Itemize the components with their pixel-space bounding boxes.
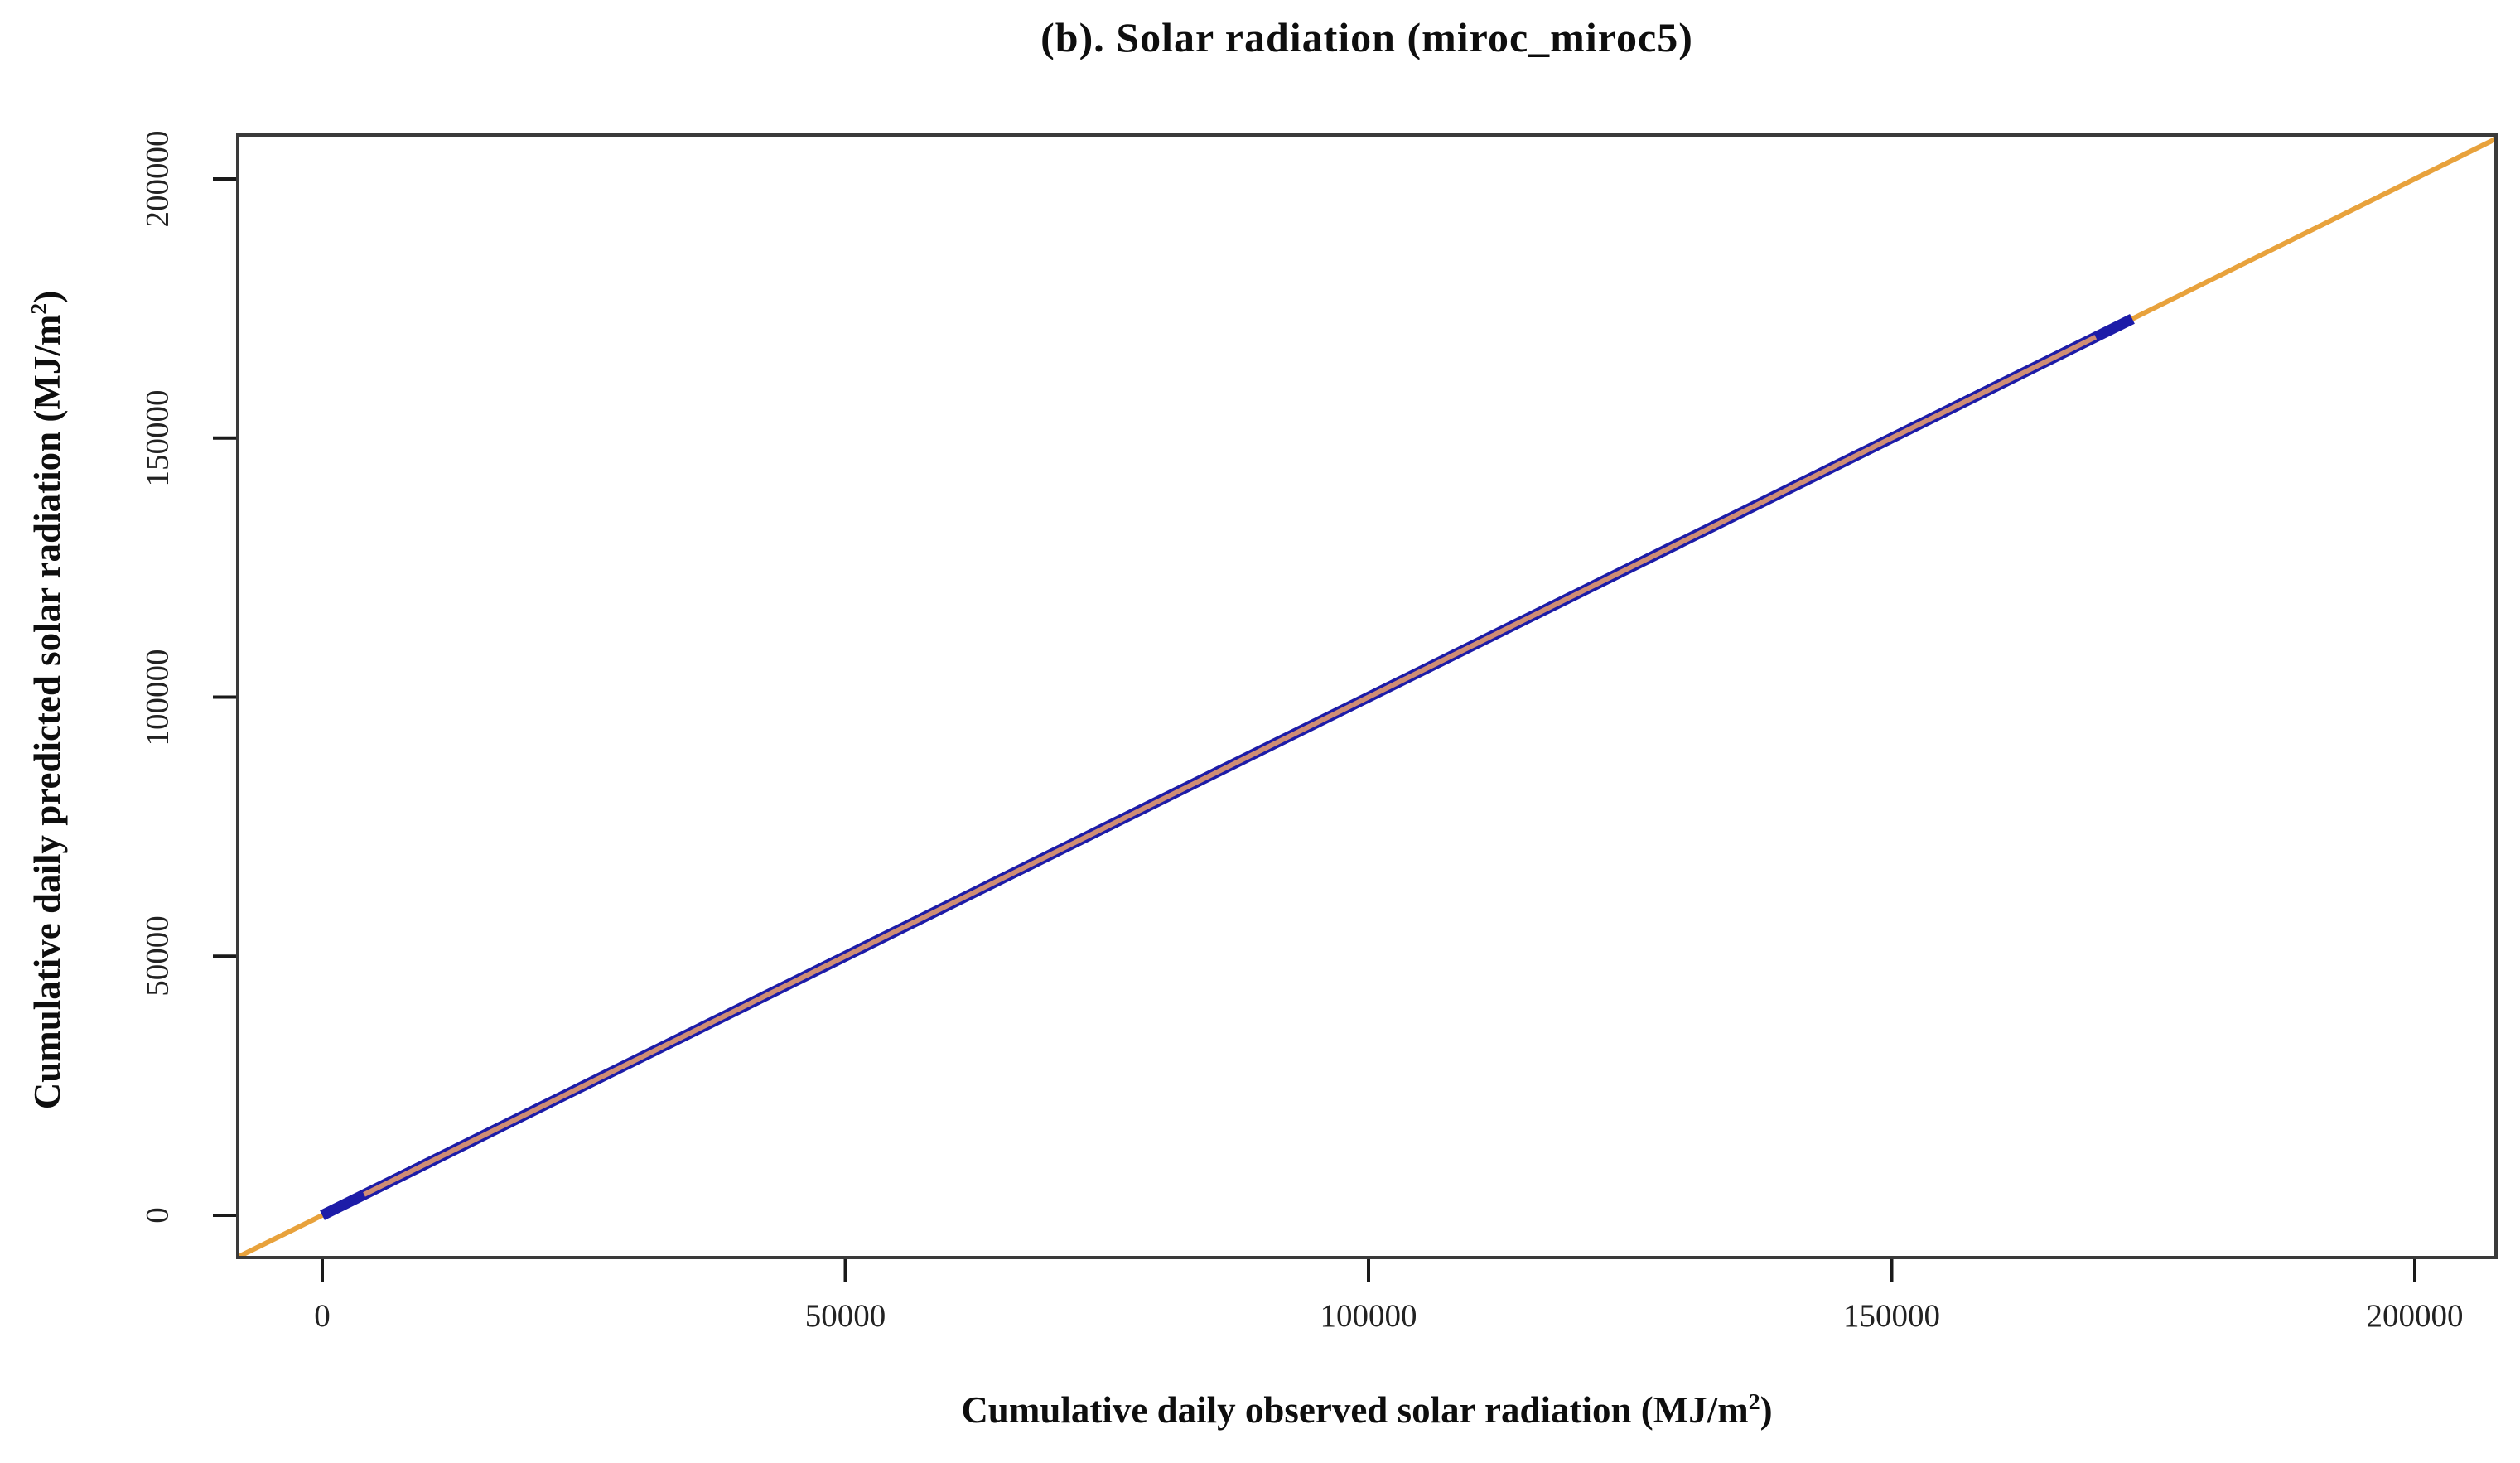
line-overlap-blend bbox=[363, 335, 2098, 1197]
x-tick-label: 100000 bbox=[1320, 1298, 1417, 1334]
y-tick-label: 0 bbox=[139, 1207, 176, 1224]
tick-marks bbox=[213, 177, 2416, 1282]
plot-border-box bbox=[236, 133, 2498, 1259]
x-tick-label: 150000 bbox=[1843, 1298, 1940, 1334]
y-tick-label: 200000 bbox=[139, 130, 176, 228]
data-lines bbox=[238, 136, 2496, 1258]
y-tick-label: 150000 bbox=[139, 389, 176, 487]
y-tick-label: 100000 bbox=[139, 649, 176, 746]
y-axis-title: Cumulative daily predicted solar radiati… bbox=[27, 290, 68, 1110]
x-axis-title: Cumulative daily observed solar radiatio… bbox=[961, 1389, 1773, 1431]
x-tick-label: 50000 bbox=[804, 1298, 886, 1334]
x-tick-label: 0 bbox=[314, 1298, 331, 1334]
chart-title: (b). Solar radiation (miroc_miroc5) bbox=[1040, 14, 1693, 60]
y-axis-unit-superscript: 2 bbox=[27, 302, 52, 315]
x-tick-label: 200000 bbox=[2366, 1298, 2464, 1334]
x-axis-unit-superscript: 2 bbox=[1748, 1389, 1760, 1415]
y-tick-label: 50000 bbox=[139, 915, 176, 997]
